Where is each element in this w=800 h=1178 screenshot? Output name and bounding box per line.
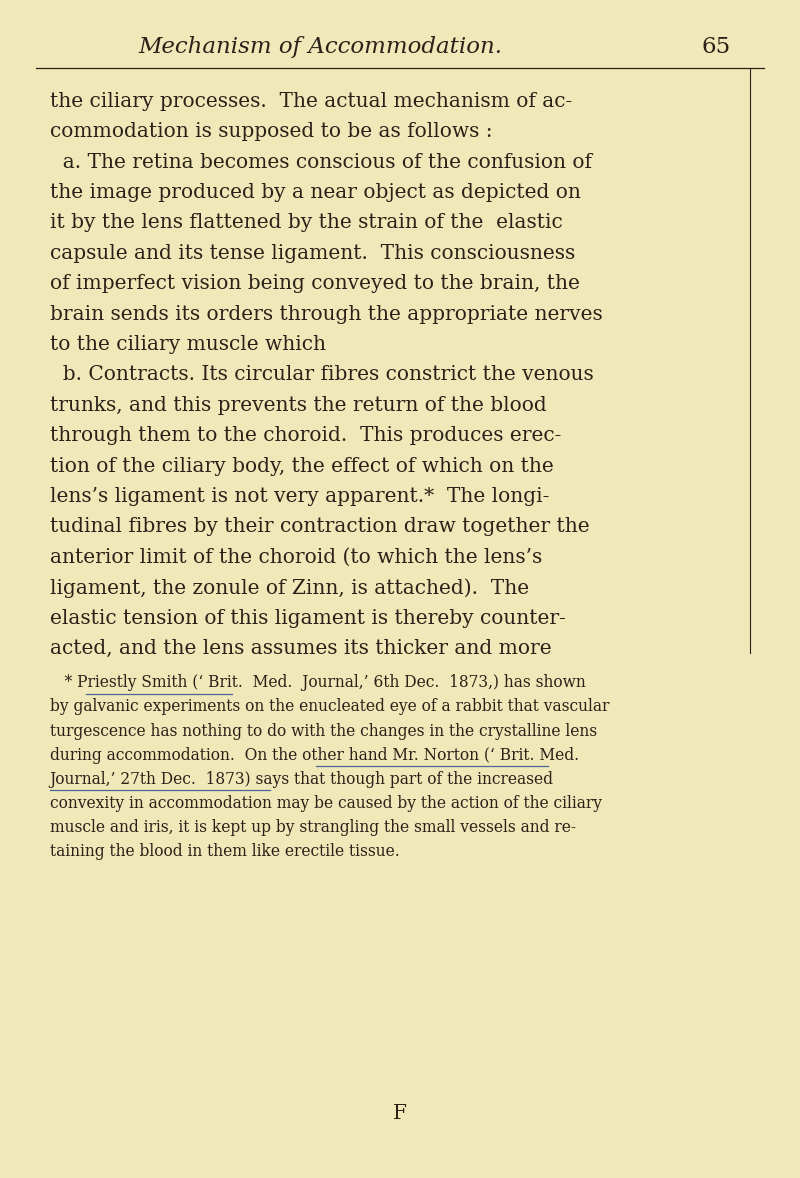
Text: tudinal fibres by their contraction draw together the: tudinal fibres by their contraction draw…: [50, 517, 590, 536]
Text: tion of the ciliary body, the effect of which on the: tion of the ciliary body, the effect of …: [50, 457, 554, 476]
Text: through them to the choroid.  This produces erec-: through them to the choroid. This produc…: [50, 426, 561, 445]
Text: the ciliary processes.  The actual mechanism of ac-: the ciliary processes. The actual mechan…: [50, 92, 572, 111]
Text: to the ciliary muscle which: to the ciliary muscle which: [50, 335, 326, 355]
Text: convexity in accommodation may be caused by the action of the ciliary: convexity in accommodation may be caused…: [50, 795, 602, 812]
Text: during accommodation.  On the other hand Mr. Norton (‘ Brit. Med.: during accommodation. On the other hand …: [50, 747, 578, 763]
Text: the image produced by a near object as depicted on: the image produced by a near object as d…: [50, 183, 581, 203]
Text: trunks, and this prevents the return of the blood: trunks, and this prevents the return of …: [50, 396, 546, 415]
Text: by galvanic experiments on the enucleated eye of a rabbit that vascular: by galvanic experiments on the enucleate…: [50, 699, 609, 715]
Text: capsule and its tense ligament.  This consciousness: capsule and its tense ligament. This con…: [50, 244, 575, 263]
Text: acted, and the lens assumes its thicker and more: acted, and the lens assumes its thicker …: [50, 638, 551, 659]
Text: F: F: [393, 1104, 407, 1123]
Text: brain sends its orders through the appropriate nerves: brain sends its orders through the appro…: [50, 305, 602, 324]
Text: elastic tension of this ligament is thereby counter-: elastic tension of this ligament is ther…: [50, 609, 566, 628]
Text: a. The retina becomes conscious of the confusion of: a. The retina becomes conscious of the c…: [50, 153, 592, 172]
Text: anterior limit of the choroid (to which the lens’s: anterior limit of the choroid (to which …: [50, 548, 542, 567]
Text: lens’s ligament is not very apparent.*  The longi-: lens’s ligament is not very apparent.* T…: [50, 487, 549, 507]
Text: ligament, the zonule of Zinn, is attached).  The: ligament, the zonule of Zinn, is attache…: [50, 578, 529, 597]
Text: * Priestly Smith (‘ Brit.  Med.  Journal,’ 6th Dec.  1873,) has shown: * Priestly Smith (‘ Brit. Med. Journal,’…: [50, 674, 586, 691]
Text: 65: 65: [702, 37, 730, 58]
Text: commodation is supposed to be as follows :: commodation is supposed to be as follows…: [50, 123, 492, 141]
Text: b. Contracts. Its circular fibres constrict the venous: b. Contracts. Its circular fibres constr…: [50, 365, 594, 384]
Text: of imperfect vision being conveyed to the brain, the: of imperfect vision being conveyed to th…: [50, 274, 579, 293]
Text: it by the lens flattened by the strain of the  elastic: it by the lens flattened by the strain o…: [50, 213, 562, 232]
Text: Mechanism of Accommodation.: Mechanism of Accommodation.: [138, 37, 502, 58]
Text: taining the blood in them like erectile tissue.: taining the blood in them like erectile …: [50, 843, 399, 860]
Text: muscle and iris, it is kept up by strangling the small vessels and re-: muscle and iris, it is kept up by strang…: [50, 819, 576, 836]
Text: turgescence has nothing to do with the changes in the crystalline lens: turgescence has nothing to do with the c…: [50, 722, 597, 740]
Text: Journal,’ 27th Dec.  1873) says that though part of the increased: Journal,’ 27th Dec. 1873) says that thou…: [50, 770, 554, 788]
